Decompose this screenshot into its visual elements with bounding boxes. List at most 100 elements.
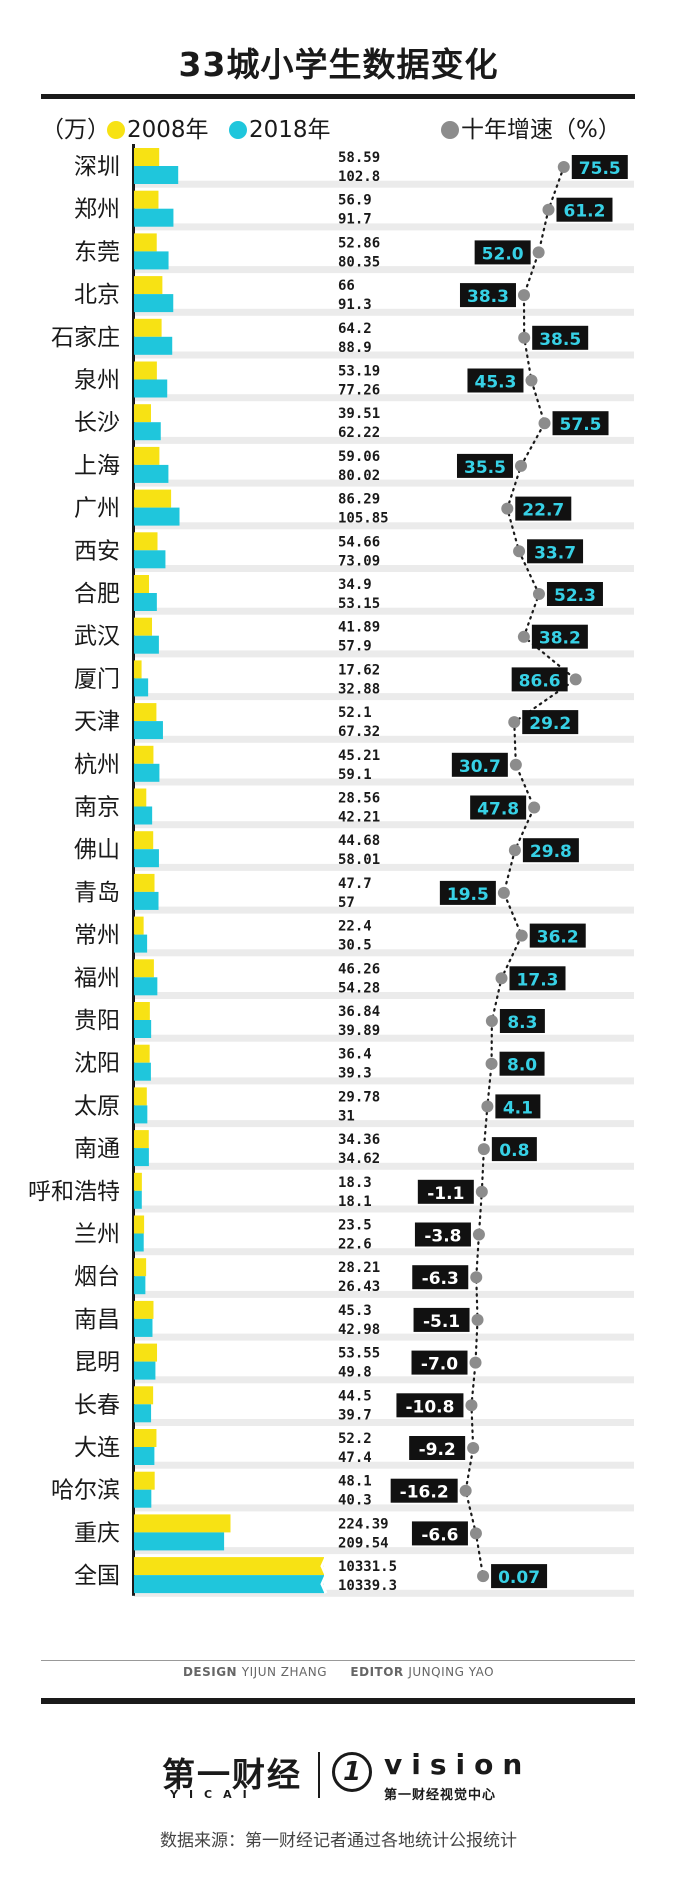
bar-2008 [134, 1429, 157, 1447]
value-label-2018: 58.01 [338, 852, 380, 868]
row-stripe [134, 735, 634, 743]
growth-label-box [491, 1564, 548, 1589]
category-label: 深圳 [74, 154, 120, 180]
value-label-2018: 80.35 [338, 254, 380, 270]
value-label-2018: 80.02 [338, 468, 380, 484]
category-label: 大连 [74, 1435, 120, 1461]
growth-label-box [511, 667, 568, 692]
value-label-2008: 56.9 [338, 193, 372, 209]
row-stripe [134, 180, 634, 188]
growth-label: 45.3 [474, 373, 516, 393]
row-stripe [134, 1290, 634, 1298]
growth-label-box [527, 539, 584, 564]
row-stripe [134, 693, 634, 701]
row-stripe [134, 607, 634, 615]
growth-label-box [546, 582, 603, 606]
value-label-2018: 47.4 [338, 1450, 372, 1466]
growth-point [514, 459, 527, 472]
bar-2008 [134, 745, 154, 764]
bar-2018 [134, 891, 159, 910]
growth-point [485, 1015, 498, 1027]
value-label-2018: 59.1 [338, 767, 372, 783]
row-stripe [134, 479, 634, 487]
bar-2008 [134, 1044, 150, 1063]
bar-2018 [134, 1190, 142, 1209]
bar-2018 [134, 977, 158, 996]
design-name: YIJUN ZHANG [241, 1665, 328, 1679]
bar-2018 [134, 336, 173, 355]
value-label-2018: 10339.3 [338, 1578, 397, 1594]
logo-divider [318, 1752, 320, 1798]
legend-2018-swatch [229, 121, 247, 139]
bar-2008 [134, 703, 157, 722]
row-stripe [134, 223, 634, 231]
legend-2008: 2008年 [107, 110, 209, 144]
value-label-2008: 86.29 [338, 492, 380, 508]
growth-label: 29.2 [529, 714, 571, 734]
legend-2008-label: 2008年 [127, 117, 209, 143]
growth-label: -7.0 [421, 1355, 458, 1375]
growth-label: 38.2 [539, 629, 581, 649]
category-label: 东莞 [74, 239, 120, 265]
legend-growth-swatch [441, 121, 459, 139]
growth-label-box [411, 1350, 468, 1375]
value-label-2018: 26.43 [338, 1279, 380, 1295]
bottom-thin-rule [41, 1660, 635, 1661]
growth-label: 47.8 [477, 800, 519, 820]
growth-label-box [531, 624, 588, 649]
bar-2018 [134, 294, 174, 313]
value-label-2008: 34.36 [338, 1132, 380, 1148]
value-label-2018: 88.9 [338, 340, 372, 356]
value-label-2008: 29.78 [338, 1089, 380, 1105]
bar-2008 [134, 1002, 150, 1020]
bar-2018 [134, 464, 169, 483]
growth-label: 8.3 [507, 1013, 537, 1033]
growth-point [508, 716, 521, 729]
growth-label-box [411, 1521, 468, 1546]
growth-point [481, 1100, 494, 1113]
row-stripe [134, 1333, 634, 1341]
category-label: 上海 [74, 453, 120, 479]
bar-2018 [134, 251, 169, 270]
bar-2008 [134, 1215, 145, 1234]
value-label-2008: 52.86 [338, 235, 380, 251]
growth-point [517, 289, 530, 302]
category-label: 全国 [74, 1563, 120, 1589]
category-label: 厦门 [74, 666, 120, 692]
bar-2008 [134, 532, 158, 551]
bar-2008 [134, 148, 160, 166]
growth-point [471, 1313, 484, 1326]
vision-wordmark: vision [384, 1748, 532, 1781]
growth-label-box [456, 453, 513, 478]
bar-2018 [134, 678, 149, 697]
growth-point [525, 374, 538, 387]
category-label: 南京 [74, 795, 120, 821]
value-label-2008: 66 [338, 278, 355, 294]
row-stripe [134, 1077, 634, 1085]
bar-2008 [134, 404, 151, 423]
bar-2018 [134, 721, 163, 740]
growth-point [472, 1228, 485, 1241]
bar-2008 [134, 959, 154, 978]
bar-2018 [134, 1148, 149, 1167]
growth-label-box [413, 1307, 470, 1332]
growth-label: -9.2 [419, 1440, 456, 1460]
growth-label: 35.5 [464, 458, 506, 478]
legend-growth: 十年增速（%） [441, 110, 621, 144]
row-stripe [134, 436, 634, 444]
category-label: 长沙 [74, 410, 120, 436]
category-label: 青岛 [74, 880, 120, 906]
bar-2008 [134, 1386, 154, 1405]
value-label-2018: 91.3 [338, 297, 372, 313]
bar-2018 [134, 1020, 152, 1038]
bar-2018 [134, 379, 168, 398]
bar-2018 [134, 1489, 152, 1508]
value-label-2018: 40.3 [338, 1493, 372, 1509]
growth-point [465, 1399, 478, 1412]
growth-label-box [459, 283, 516, 308]
value-label-2018: 32.88 [338, 681, 380, 697]
growth-label: 75.5 [579, 159, 621, 179]
growth-label-box [439, 880, 496, 905]
bar-2018 [134, 1575, 324, 1594]
category-label: 南通 [74, 1136, 120, 1162]
